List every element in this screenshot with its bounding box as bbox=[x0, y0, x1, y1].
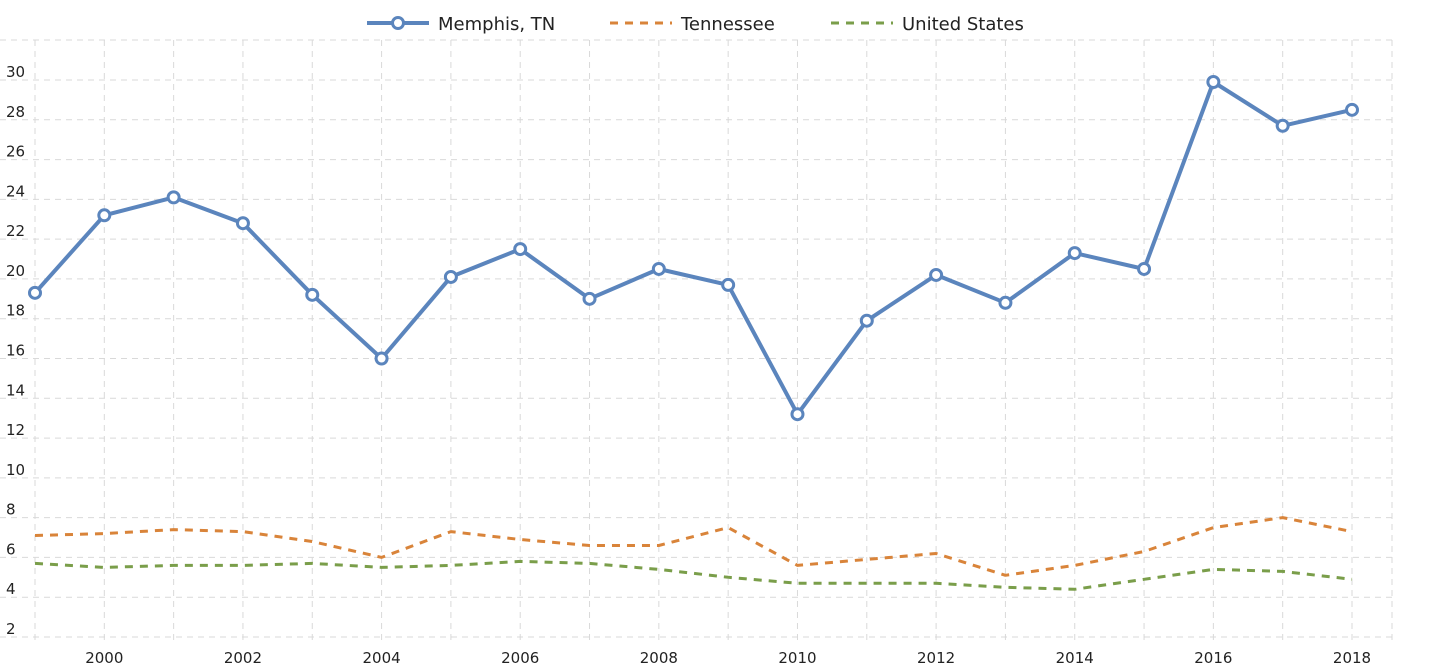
data-point bbox=[790, 407, 805, 422]
data-point bbox=[998, 295, 1013, 310]
y-tick-label: 14 bbox=[6, 381, 25, 399]
legend-label-2: United States bbox=[902, 14, 1024, 35]
series-lines bbox=[28, 74, 1359, 591]
data-point bbox=[1067, 246, 1082, 261]
x-axis-ticks: 2000 2002 2004 2006 2008 2010 2012 2014 2016 2018 bbox=[85, 649, 1371, 667]
y-tick-label: 20 bbox=[6, 262, 25, 280]
y-tick-label: 2 bbox=[6, 620, 16, 638]
data-point bbox=[513, 242, 528, 257]
data-point bbox=[235, 216, 250, 231]
x-tick-label: 2010 bbox=[778, 649, 816, 667]
y-tick-label: 18 bbox=[6, 302, 25, 320]
series-line-0 bbox=[33, 80, 1354, 417]
y-tick-label: 4 bbox=[6, 580, 16, 598]
y-tick-label: 30 bbox=[6, 63, 25, 81]
data-point bbox=[721, 277, 736, 292]
data-point bbox=[28, 285, 42, 300]
series-line-2 bbox=[34, 559, 1353, 591]
series-line-1 bbox=[34, 516, 1353, 577]
data-point bbox=[1137, 261, 1152, 276]
x-tick-label: 2008 bbox=[640, 649, 678, 667]
data-point bbox=[1206, 74, 1221, 89]
data-point bbox=[651, 261, 666, 276]
x-tick-label: 2014 bbox=[1056, 649, 1094, 667]
data-point bbox=[929, 267, 944, 282]
x-tick-label: 2016 bbox=[1194, 649, 1232, 667]
grid bbox=[0, 39, 1393, 640]
y-tick-label: 10 bbox=[6, 461, 25, 479]
data-point bbox=[859, 313, 874, 328]
x-tick-label: 2006 bbox=[501, 649, 539, 667]
y-tick-label: 16 bbox=[6, 342, 25, 360]
data-point bbox=[166, 190, 181, 205]
data-point bbox=[443, 269, 458, 284]
legend-label-0: Memphis, TN bbox=[438, 14, 555, 35]
y-tick-label: 26 bbox=[6, 143, 25, 161]
legend: Memphis, TN Tennessee United States bbox=[367, 14, 1024, 35]
y-tick-label: 8 bbox=[6, 501, 16, 519]
x-tick-label: 2012 bbox=[917, 649, 955, 667]
data-point bbox=[374, 351, 389, 366]
data-point bbox=[582, 291, 597, 306]
y-tick-label: 22 bbox=[6, 222, 25, 240]
y-tick-label: 6 bbox=[6, 540, 16, 558]
x-tick-label: 2002 bbox=[224, 649, 262, 667]
y-tick-label: 12 bbox=[6, 421, 25, 439]
x-tick-label: 2000 bbox=[85, 649, 123, 667]
legend-marker bbox=[391, 16, 405, 30]
x-tick-label: 2004 bbox=[362, 649, 400, 667]
data-point bbox=[1345, 102, 1359, 117]
y-tick-label: 28 bbox=[6, 103, 25, 121]
data-point bbox=[1275, 118, 1290, 133]
data-point bbox=[97, 208, 112, 223]
y-tick-label: 24 bbox=[6, 182, 25, 200]
legend-label-1: Tennessee bbox=[680, 14, 775, 35]
data-point bbox=[305, 287, 320, 302]
x-tick-label: 2018 bbox=[1333, 649, 1371, 667]
